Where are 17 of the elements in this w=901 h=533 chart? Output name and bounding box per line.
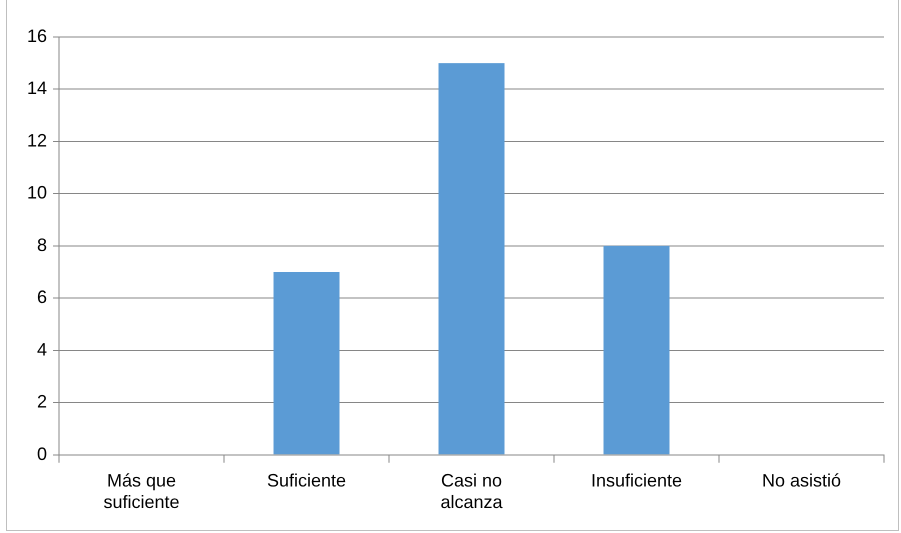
- y-tick-label: 16: [26, 26, 48, 46]
- y-tick-label: 6: [37, 287, 48, 308]
- x-tick-label: No asistió: [762, 470, 842, 491]
- bar: [274, 272, 340, 454]
- y-tick-label: 4: [37, 339, 48, 360]
- x-tick-label: Insuficiente: [590, 470, 682, 491]
- y-tick-label: 2: [37, 392, 48, 412]
- x-tick-label: Casi no alcanza: [440, 470, 504, 512]
- y-tick-label: 0: [37, 444, 48, 464]
- x-tick-label: Más que suficiente: [103, 470, 180, 512]
- y-tick-label: 12: [26, 130, 48, 150]
- y-tick-label: 10: [26, 182, 48, 203]
- x-tick-label: Suficiente: [266, 470, 346, 491]
- y-tick-label: 14: [26, 78, 48, 98]
- y-tick-label: 8: [37, 234, 48, 255]
- bar: [438, 63, 505, 454]
- bar: [604, 246, 670, 454]
